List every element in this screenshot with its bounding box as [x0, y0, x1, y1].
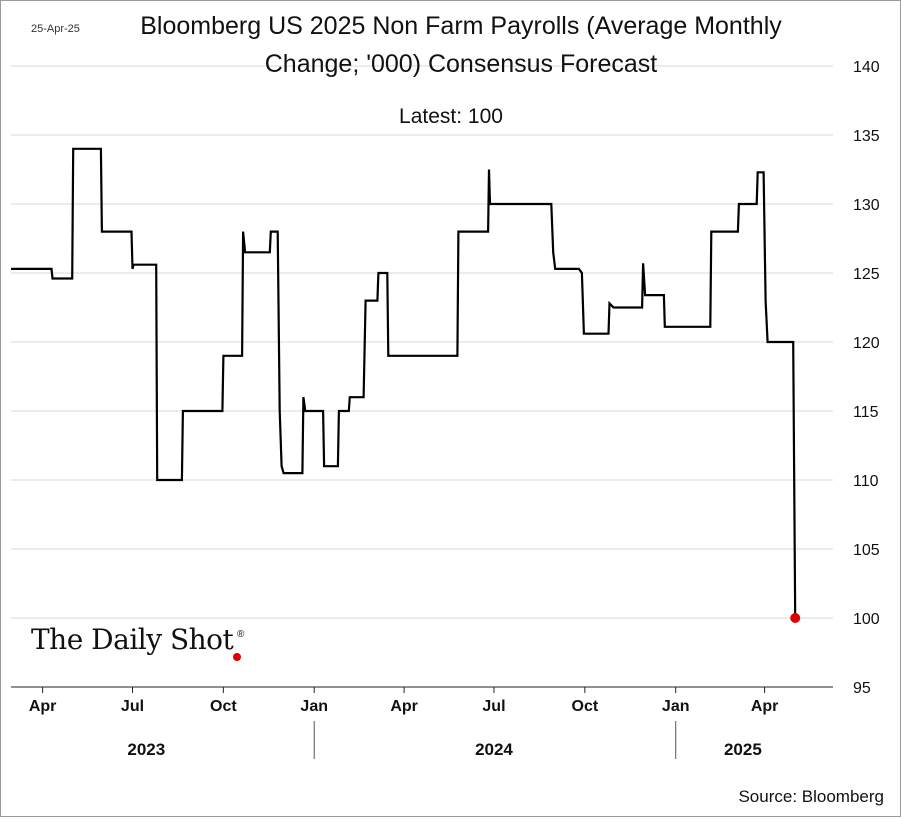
- x-tick-label-2: Oct: [210, 698, 237, 715]
- y-tick-label-105: 105: [853, 542, 880, 559]
- y-tick-label-110: 110: [853, 473, 879, 490]
- y-tick-label-125: 125: [853, 266, 880, 283]
- latest-point-marker: [790, 613, 801, 623]
- latest-value-label: Latest: 100: [399, 105, 503, 128]
- x-tick-label-3: Jan: [300, 698, 328, 715]
- daily-shot-logo: The Daily Shot: [31, 623, 234, 656]
- y-tick-label-100: 100: [853, 611, 880, 628]
- registered-mark-icon: ®: [237, 629, 245, 640]
- y-tick-label-140: 140: [853, 59, 880, 76]
- y-tick-label-135: 135: [853, 128, 880, 145]
- chart-title: Bloomberg US 2025 Non Farm Payrolls (Ave…: [140, 12, 782, 78]
- x-tick-label-6: Oct: [572, 698, 599, 715]
- x-tick-label-1: Jul: [121, 698, 144, 715]
- series-line-0: [11, 147, 797, 619]
- x-tick-label-8: Apr: [751, 698, 779, 715]
- x-tick-label-5: Jul: [482, 698, 505, 715]
- y-tick-label-120: 120: [853, 335, 880, 352]
- source-note: Source: Bloomberg: [738, 787, 884, 806]
- date-stamp: 25-Apr-25: [31, 23, 80, 35]
- x-tick-label-0: Apr: [29, 698, 57, 715]
- year-label-2023: 2023: [127, 740, 165, 759]
- x-tick-label-4: Apr: [390, 698, 418, 715]
- y-tick-label-95: 95: [853, 680, 871, 697]
- y-tick-label-130: 130: [853, 197, 880, 214]
- y-tick-label-115: 115: [853, 404, 879, 421]
- year-label-2025: 2025: [724, 740, 762, 759]
- x-tick-label-7: Jan: [662, 698, 690, 715]
- logo-red-dot-icon: [233, 653, 241, 661]
- year-label-2024: 2024: [475, 740, 513, 759]
